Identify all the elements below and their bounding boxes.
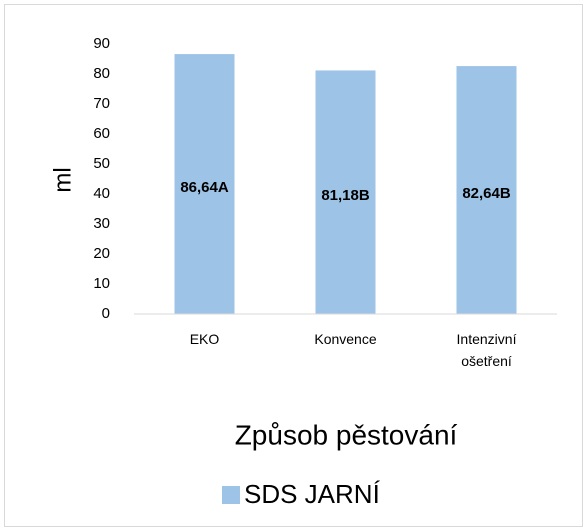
y-tick-label: 90 [93,35,110,52]
y-tick-label: 20 [93,245,110,262]
bar [174,54,235,315]
y-tick-label: 60 [93,125,110,142]
y-tick-label: 70 [93,95,110,112]
y-tick-label: 50 [93,155,110,172]
y-tick-label: 10 [93,275,110,292]
x-tick-label: Intenzivní ošetření [456,331,517,369]
bar [315,70,376,315]
y-tick-label: 0 [102,305,110,322]
y-tick-label: 40 [93,185,110,202]
y-tick-label: 30 [93,215,110,232]
data-label: 82,64B [462,185,511,202]
legend-label: SDS JARNÍ [244,479,381,509]
bar [456,66,517,314]
x-tick-label: EKO [189,331,220,347]
y-axis-label: ml [49,167,76,192]
x-tick-label: Konvence [314,331,377,347]
x-axis-label: Způsob pěstování [235,419,458,450]
y-tick-label: 80 [93,65,110,82]
legend-swatch [222,486,240,504]
data-label: 86,64A [180,179,229,196]
data-label: 81,18B [321,187,370,204]
